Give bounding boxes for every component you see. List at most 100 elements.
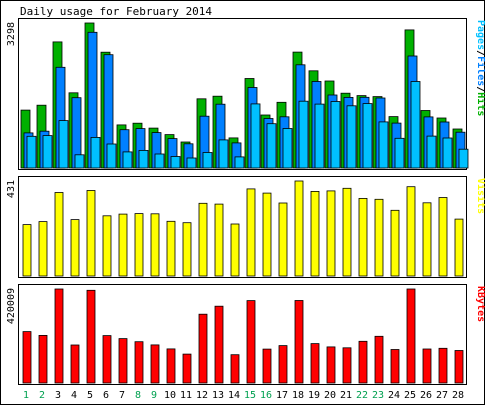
day-label-20: 20 [324, 390, 336, 401]
panel-side-label: Pages/Files/Hits [475, 20, 485, 116]
side-label-part: Pages [475, 20, 485, 50]
day-label-15: 15 [244, 390, 256, 401]
bar-kbytes-day-15 [246, 300, 256, 384]
bar-kbytes-day-9 [150, 344, 160, 384]
day-label-3: 3 [55, 390, 61, 401]
bar-pages-day-6 [106, 143, 117, 169]
bar-kbytes-day-22 [358, 340, 368, 384]
bar-pages-day-5 [90, 136, 101, 169]
bar-pages-day-22 [362, 103, 373, 169]
day-label-5: 5 [87, 390, 93, 401]
bar-kbytes-day-25 [406, 288, 416, 384]
bar-kbytes-day-3 [54, 288, 64, 384]
bar-visits-day-15 [246, 188, 256, 277]
bar-visits-day-7 [118, 213, 128, 277]
bar-kbytes-day-10 [166, 348, 176, 384]
bar-pages-day-20 [330, 101, 341, 169]
bar-visits-day-2 [38, 221, 48, 277]
day-label-8: 8 [135, 390, 141, 401]
bar-kbytes-day-24 [390, 349, 400, 384]
bar-pages-day-19 [314, 103, 325, 169]
bar-visits-day-24 [390, 209, 400, 277]
bar-visits-day-14 [230, 223, 240, 277]
bar-pages-day-3 [58, 120, 69, 169]
day-label-10: 10 [164, 390, 176, 401]
day-label-2: 2 [39, 390, 45, 401]
chart-title: Daily usage for February 2014 [20, 5, 212, 18]
day-label-7: 7 [119, 390, 125, 401]
bar-pages-day-17 [282, 128, 293, 169]
bar-visits-day-6 [102, 215, 112, 277]
bar-pages-day-28 [458, 148, 469, 169]
day-label-28: 28 [452, 390, 464, 401]
bar-pages-day-4 [74, 154, 85, 169]
bar-pages-day-14 [234, 156, 245, 169]
panel-side-label: Visits [475, 178, 485, 214]
day-label-4: 4 [71, 390, 77, 401]
day-labels-layer: 1 2 3 4 5 6 7 8 9 10 11 12 13 14 15 16 17 18 19 20 21 22 23 24 2… [23, 390, 464, 401]
day-label-17: 17 [276, 390, 288, 401]
panel-max-label: 431 [6, 180, 17, 198]
bar-visits-day-11 [182, 222, 192, 277]
panel-max-label: 420009 [6, 288, 17, 324]
panel-max-label: 3298 [6, 22, 17, 46]
bar-kbytes-day-26 [422, 348, 432, 384]
bar-kbytes-day-14 [230, 354, 240, 384]
bar-visits-day-10 [166, 220, 176, 277]
bar-pages-day-7 [122, 151, 133, 169]
side-label-part: Files [475, 56, 485, 86]
bar-pages-day-25 [410, 81, 421, 169]
bar-kbytes-day-5 [86, 289, 96, 384]
day-label-12: 12 [196, 390, 208, 401]
bar-pages-day-18 [298, 100, 309, 169]
bar-visits-day-12 [198, 202, 208, 277]
bar-visits-day-4 [70, 219, 80, 277]
bar-visits-day-21 [342, 187, 352, 277]
side-label-part: / [475, 50, 485, 56]
bar-visits-day-20 [326, 190, 336, 277]
day-label-22: 22 [356, 390, 368, 401]
bar-pages-day-21 [346, 105, 357, 169]
kbytes-panel: 420009 KBytes [6, 284, 485, 385]
bar-kbytes-day-19 [310, 343, 320, 384]
bar-visits-day-28 [454, 218, 464, 277]
bar-visits-day-3 [54, 192, 64, 277]
day-label-25: 25 [404, 390, 416, 401]
day-label-18: 18 [292, 390, 304, 401]
bar-pages-day-27 [442, 137, 453, 169]
bar-kbytes-day-28 [454, 350, 464, 384]
bar-visits-day-27 [438, 197, 448, 277]
side-label-part: Hits [475, 92, 485, 116]
day-label-13: 13 [212, 390, 224, 401]
bar-kbytes-day-21 [342, 347, 352, 384]
bar-visits-day-5 [86, 190, 96, 277]
day-label-27: 27 [436, 390, 448, 401]
bar-pages-day-8 [138, 149, 149, 169]
bar-visits-day-26 [422, 202, 432, 277]
bar-visits-day-13 [214, 203, 224, 277]
day-label-19: 19 [308, 390, 320, 401]
bar-kbytes-day-16 [262, 348, 272, 384]
side-label-part: KBytes [475, 286, 485, 322]
bar-kbytes-day-2 [38, 334, 48, 384]
bar-kbytes-day-11 [182, 353, 192, 384]
side-label-part: Visits [475, 178, 485, 214]
bar-visits-day-1 [22, 224, 32, 277]
bar-visits-day-17 [278, 202, 288, 277]
panel-side-label: KBytes [475, 286, 485, 322]
bar-pages-day-11 [186, 157, 197, 169]
bar-pages-day-13 [218, 139, 229, 169]
bar-visits-day-9 [150, 213, 160, 277]
day-label-23: 23 [372, 390, 384, 401]
bar-visits-day-18 [294, 180, 304, 277]
bar-kbytes-day-20 [326, 346, 336, 384]
day-label-26: 26 [420, 390, 432, 401]
bar-kbytes-day-13 [214, 305, 224, 384]
bar-kbytes-day-17 [278, 345, 288, 384]
day-label-11: 11 [180, 390, 192, 401]
bar-visits-day-16 [262, 192, 272, 277]
bar-pages-day-2 [42, 135, 53, 169]
bar-kbytes-day-6 [102, 335, 112, 384]
